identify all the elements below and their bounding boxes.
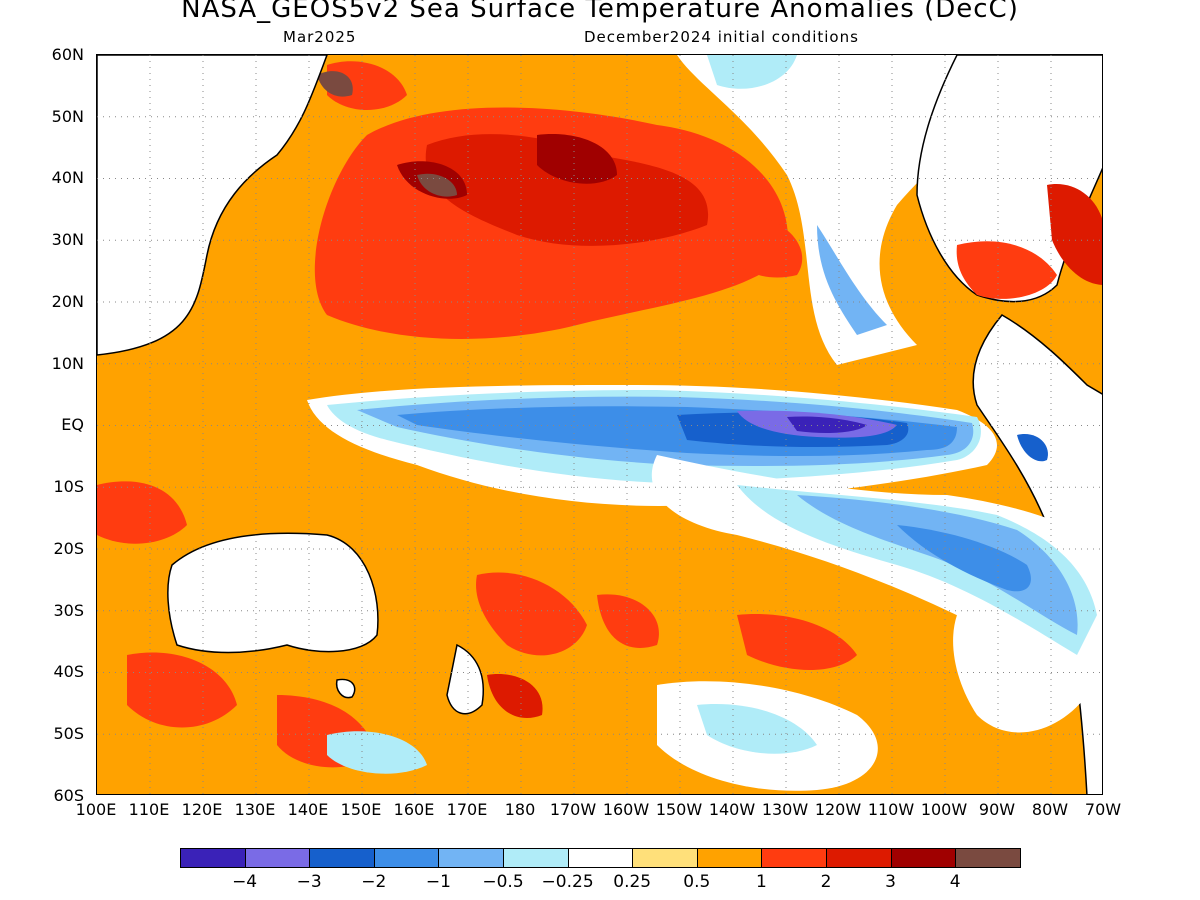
lat-label: 60N xyxy=(51,45,84,64)
colorbar-label: 4 xyxy=(949,872,961,892)
north-pacific-warm-anomaly xyxy=(314,61,803,339)
lon-label: 100E xyxy=(75,800,117,819)
colorbar-label: 3 xyxy=(885,872,897,892)
colorbar-label: 0.25 xyxy=(613,872,652,892)
colorbar-label: 1 xyxy=(755,872,767,892)
lon-label: 150W xyxy=(655,800,703,819)
lon-label: 140E xyxy=(287,800,329,819)
lat-label: 40N xyxy=(51,168,84,187)
colorbar-swatch xyxy=(955,848,1021,868)
southern-ocean-mixed xyxy=(327,615,1087,791)
lat-label: 40S xyxy=(53,662,84,681)
lon-label: 180 xyxy=(504,800,536,819)
lon-label: 170W xyxy=(549,800,597,819)
new-zealand-land xyxy=(446,643,484,715)
colorbar-label: −1 xyxy=(425,872,451,892)
colorbar-swatch xyxy=(567,848,634,868)
colorbar-swatch xyxy=(309,848,375,868)
southeast-pacific-cool xyxy=(651,434,1102,694)
lat-label: 20S xyxy=(53,539,84,558)
map-canvas xyxy=(97,55,1102,794)
lon-label: 130W xyxy=(761,800,809,819)
tasmania-land xyxy=(335,678,356,699)
colorbar-label: −4 xyxy=(232,872,258,892)
lon-label: 130E xyxy=(234,800,276,819)
northeast-pacific-cool xyxy=(677,55,1102,365)
lat-label: 10N xyxy=(51,354,84,373)
map-title: NASA_GEOS5v2 Sea Surface Temperature Ano… xyxy=(181,0,1019,24)
colorbar-label: −3 xyxy=(296,872,322,892)
forecast-month: Mar2025 xyxy=(283,28,357,46)
colorbar-swatch xyxy=(503,848,569,868)
colorbar-swatch xyxy=(244,848,311,868)
colorbar-swatch xyxy=(373,848,440,868)
lat-label: EQ xyxy=(61,415,84,434)
lon-label: 160W xyxy=(602,800,650,819)
colorbar-swatch xyxy=(696,848,763,868)
colorbar-label: −0.25 xyxy=(541,872,594,892)
lat-label: 30N xyxy=(51,230,84,249)
lon-label: 150E xyxy=(340,800,382,819)
colorbar-label: 2 xyxy=(820,872,832,892)
initial-conditions: December2024 initial conditions xyxy=(584,28,859,46)
lon-label: 160E xyxy=(393,800,435,819)
colorbar-swatch xyxy=(632,848,698,868)
lat-label: 50S xyxy=(53,724,84,743)
lon-label: 110E xyxy=(128,800,170,819)
colorbar-label: −2 xyxy=(361,872,387,892)
lat-label: 20N xyxy=(51,292,84,311)
colorbar-swatch xyxy=(761,848,827,868)
lat-label: 60S xyxy=(53,786,84,805)
colorbar-label: −0.5 xyxy=(482,872,524,892)
lon-label: 70W xyxy=(1084,800,1122,819)
lon-label: 110W xyxy=(867,800,915,819)
colorbar-swatch xyxy=(826,848,892,868)
colorbar-label: 0.5 xyxy=(683,872,711,892)
lon-label: 120E xyxy=(181,800,223,819)
colorbar-swatch xyxy=(890,848,957,868)
lon-label: 120W xyxy=(814,800,862,819)
asia-land xyxy=(97,55,328,356)
lat-label: 50N xyxy=(51,107,84,126)
lat-label: 10S xyxy=(53,477,84,496)
australia-land xyxy=(167,532,379,654)
lon-label: 140W xyxy=(708,800,756,819)
atlantic-warm xyxy=(956,184,1102,299)
colorbar-swatch xyxy=(438,848,504,868)
sst-anomaly-map xyxy=(96,54,1103,795)
lon-label: 80W xyxy=(1031,800,1069,819)
lat-label: 30S xyxy=(53,601,84,620)
equatorial-cold-tongue xyxy=(307,385,997,506)
lon-label: 170E xyxy=(446,800,488,819)
lon-label: 90W xyxy=(978,800,1016,819)
colorbar-swatch xyxy=(180,848,246,868)
lon-label: 100W xyxy=(920,800,968,819)
